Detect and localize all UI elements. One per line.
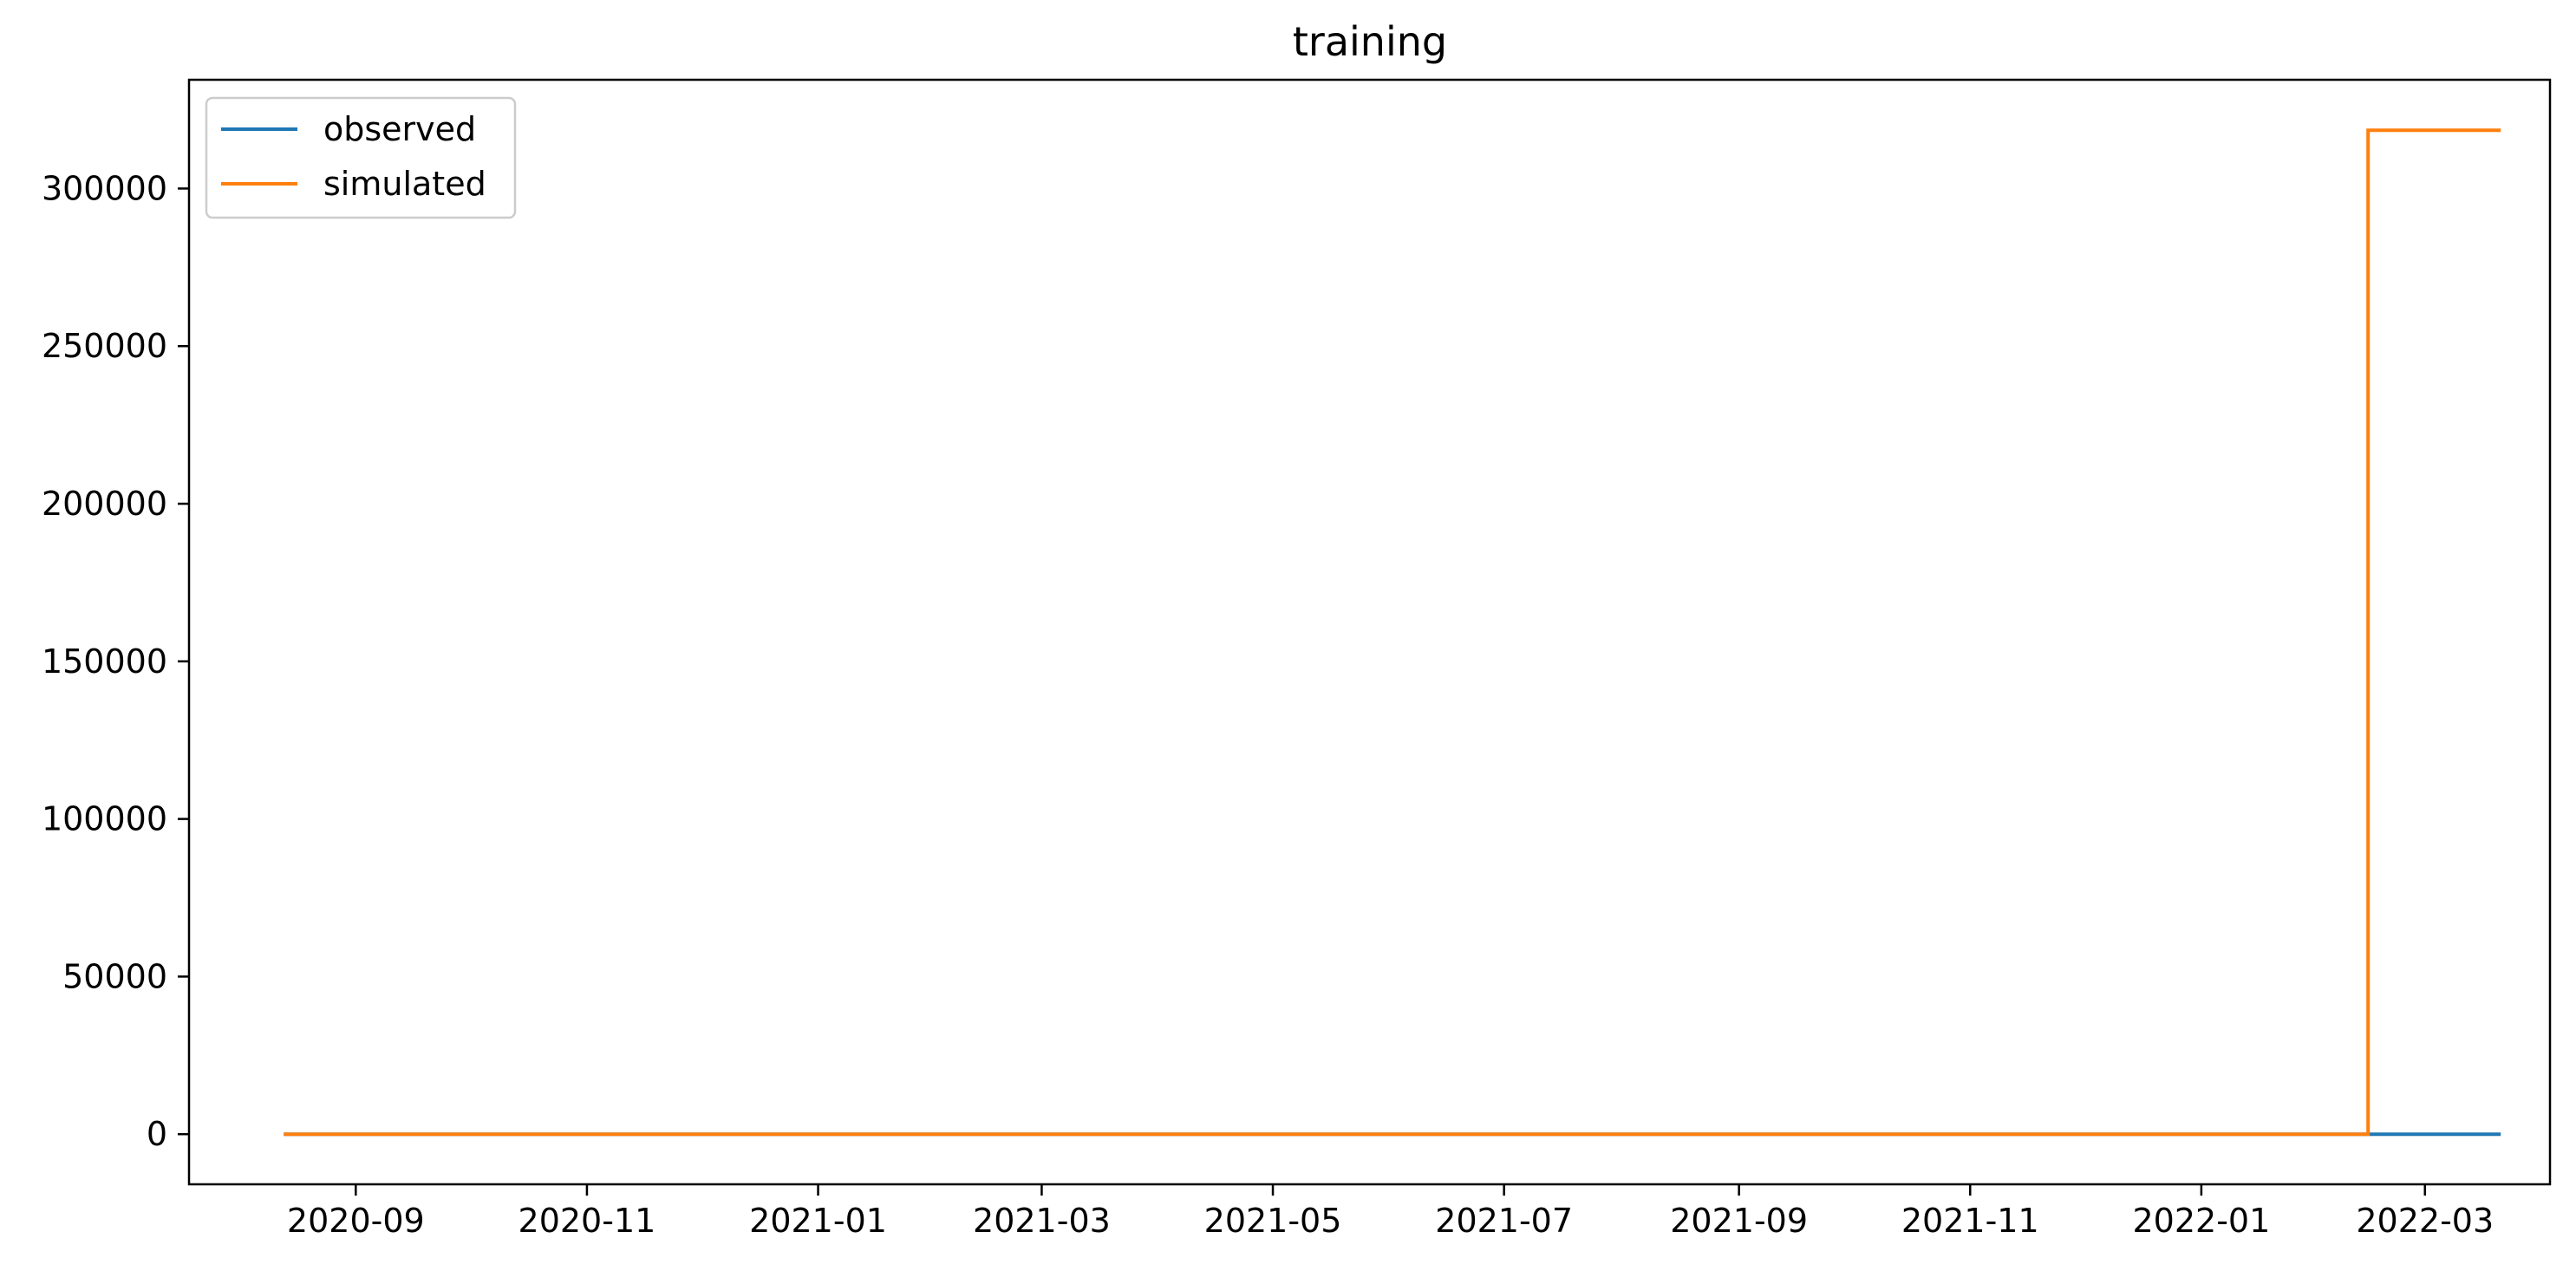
y-tick-label: 100000 — [42, 800, 167, 838]
x-tick-label: 2020-09 — [287, 1202, 425, 1240]
x-tick-label: 2021-07 — [1435, 1202, 1573, 1240]
y-tick-label: 250000 — [42, 327, 167, 365]
x-tick-label: 2020-11 — [518, 1202, 656, 1240]
x-tick-label: 2021-03 — [973, 1202, 1111, 1240]
y-tick-label: 300000 — [42, 169, 167, 207]
y-axis: 0 50000 100000 150000 200000 250000 300000 — [42, 169, 189, 1153]
series-layer — [284, 128, 2501, 1137]
x-tick-label: 2022-01 — [2132, 1202, 2270, 1240]
plot-frame — [187, 78, 2552, 1186]
y-tick-label: 0 — [147, 1115, 167, 1153]
chart-title: training — [1293, 18, 1447, 65]
y-tick-label: 150000 — [42, 642, 167, 681]
x-tick-label: 2021-05 — [1204, 1202, 1342, 1240]
x-tick-label: 2021-11 — [1901, 1202, 2039, 1240]
x-tick-label: 2021-09 — [1670, 1202, 1808, 1240]
y-tick-label: 200000 — [42, 485, 167, 523]
x-tick-label: 2022-03 — [2356, 1202, 2494, 1240]
legend-label-simulated: simulated — [323, 165, 486, 203]
x-axis: 2020-09 2020-11 2021-01 2021-03 2021-05 2021-… — [287, 1184, 2494, 1240]
legend-label-observed: observed — [323, 110, 476, 148]
y-tick-label: 50000 — [62, 957, 167, 995]
x-tick-label: 2021-01 — [749, 1202, 887, 1240]
series-line-simulated — [284, 128, 2501, 1137]
legend: observed simulated — [205, 96, 517, 219]
